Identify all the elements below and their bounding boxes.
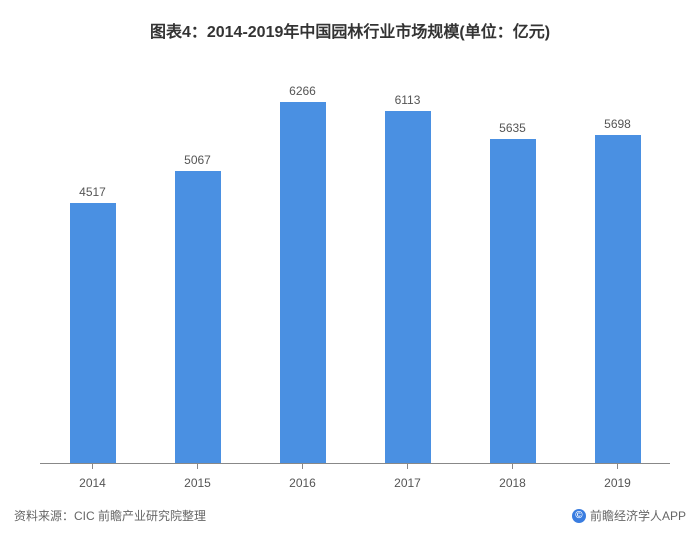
x-axis-tick	[92, 463, 93, 469]
bar-rect	[385, 111, 431, 463]
x-axis-label: 2017	[355, 476, 460, 490]
bar-value-label: 5698	[604, 117, 631, 131]
x-axis-label: 2018	[460, 476, 565, 490]
chart-title: 图表4：2014-2019年中国园林行业市场规模(单位：亿元)	[0, 0, 700, 50]
bar-slot: 6266	[250, 60, 355, 463]
chart-container: 图表4：2014-2019年中国园林行业市场规模(单位：亿元) 4517 5067…	[0, 0, 700, 534]
bar-value-label: 4517	[79, 185, 106, 199]
bar-rect	[70, 203, 116, 463]
bar-value-label: 5635	[499, 121, 526, 135]
x-axis-tick	[512, 463, 513, 469]
bar-slot: 5067	[145, 60, 250, 463]
bar-rect	[175, 171, 221, 463]
x-axis-label: 2015	[145, 476, 250, 490]
x-axis-tick	[617, 463, 618, 469]
chart-footer: 资料来源：CIC 前瞻产业研究院整理 © 前瞻经济学人APP	[14, 507, 686, 524]
source-label: 资料来源：CIC 前瞻产业研究院整理	[14, 507, 206, 524]
chart-plot-area: 4517 5067 6266 6113 5635 5698	[40, 60, 670, 464]
bar-slot: 4517	[40, 60, 145, 463]
x-axis-label: 2016	[250, 476, 355, 490]
bar-slot: 5635	[460, 60, 565, 463]
x-axis-label: 2019	[565, 476, 670, 490]
bar-rect	[280, 102, 326, 463]
bar-value-label: 5067	[184, 153, 211, 167]
bar-rect	[595, 135, 641, 463]
x-axis-label: 2014	[40, 476, 145, 490]
brand-badge: © 前瞻经济学人APP	[572, 507, 686, 524]
x-axis-tick	[407, 463, 408, 469]
bar-rect	[490, 139, 536, 463]
x-axis-tick	[302, 463, 303, 469]
brand-icon-glyph: ©	[575, 510, 582, 521]
brand-label: 前瞻经济学人APP	[590, 507, 686, 524]
brand-icon: ©	[572, 509, 586, 523]
bar-slot: 6113	[355, 60, 460, 463]
bar-slot: 5698	[565, 60, 670, 463]
x-axis-labels: 201420152016201720182019	[40, 476, 670, 490]
x-axis-tick	[197, 463, 198, 469]
bar-value-label: 6113	[395, 93, 421, 107]
bar-value-label: 6266	[289, 84, 316, 98]
